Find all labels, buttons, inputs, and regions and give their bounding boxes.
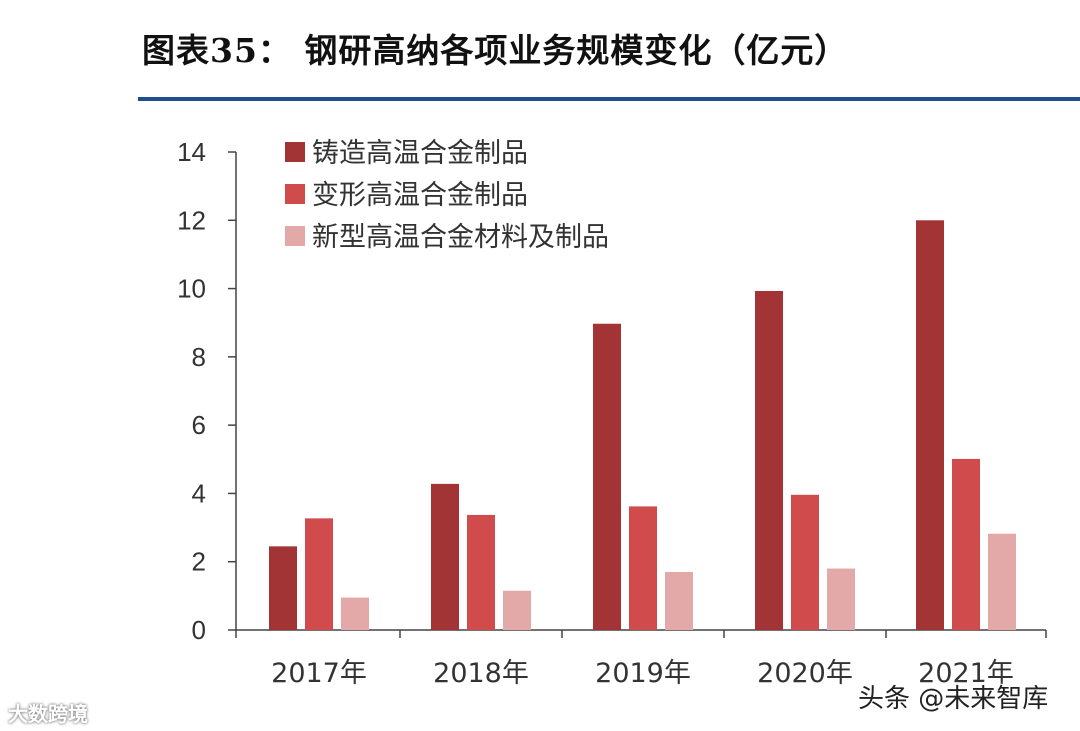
y-tick-label: 10 [177,274,206,304]
x-tick-label: 2021年 [918,658,1014,689]
bar-1-3 [593,323,621,630]
x-tick-label: 2018年 [433,658,529,689]
bar-1-5 [916,220,944,631]
x-tick-label: 2019年 [595,658,691,689]
bar-3-4 [827,568,855,630]
bar-3-2 [503,590,531,630]
watermark-left: 大数跨境 [8,702,88,726]
bar-3-3 [665,571,693,630]
x-tick-label: 2020年 [757,658,853,689]
legend-label-2: 变形高温合金制品 [312,180,528,211]
watermark-right: 头条 @未来智库 [858,684,1049,714]
y-tick-label: 14 [177,137,206,167]
legend-swatch-2 [285,184,305,204]
legend-label-3: 新型高温合金材料及制品 [312,222,609,253]
x-tick-label: 2017年 [271,658,367,689]
legend-swatch-3 [285,226,305,246]
y-tick-label: 2 [192,547,206,577]
chart-title: 图表35： 钢研高纳各项业务规模变化（亿元） [142,31,849,70]
bar-2-1 [305,518,333,630]
bar-2-4 [791,494,819,630]
legend-label-1: 铸造高温合金制品 [312,138,528,169]
bar-2-2 [467,514,495,630]
y-tick-label: 0 [192,615,206,645]
bar-3-5 [988,533,1016,630]
bar-1-1 [269,546,297,630]
y-tick-label: 12 [177,205,206,235]
bar-1-4 [755,290,783,630]
title-rule [138,97,1080,101]
y-tick-label: 8 [192,342,206,372]
y-tick-label: 6 [192,410,206,440]
bar-2-3 [629,506,657,630]
bar-2-5 [952,458,980,630]
bar-3-1 [341,597,369,630]
bar-1-2 [431,483,459,630]
y-tick-label: 4 [192,478,206,508]
legend-swatch-1 [285,142,305,162]
